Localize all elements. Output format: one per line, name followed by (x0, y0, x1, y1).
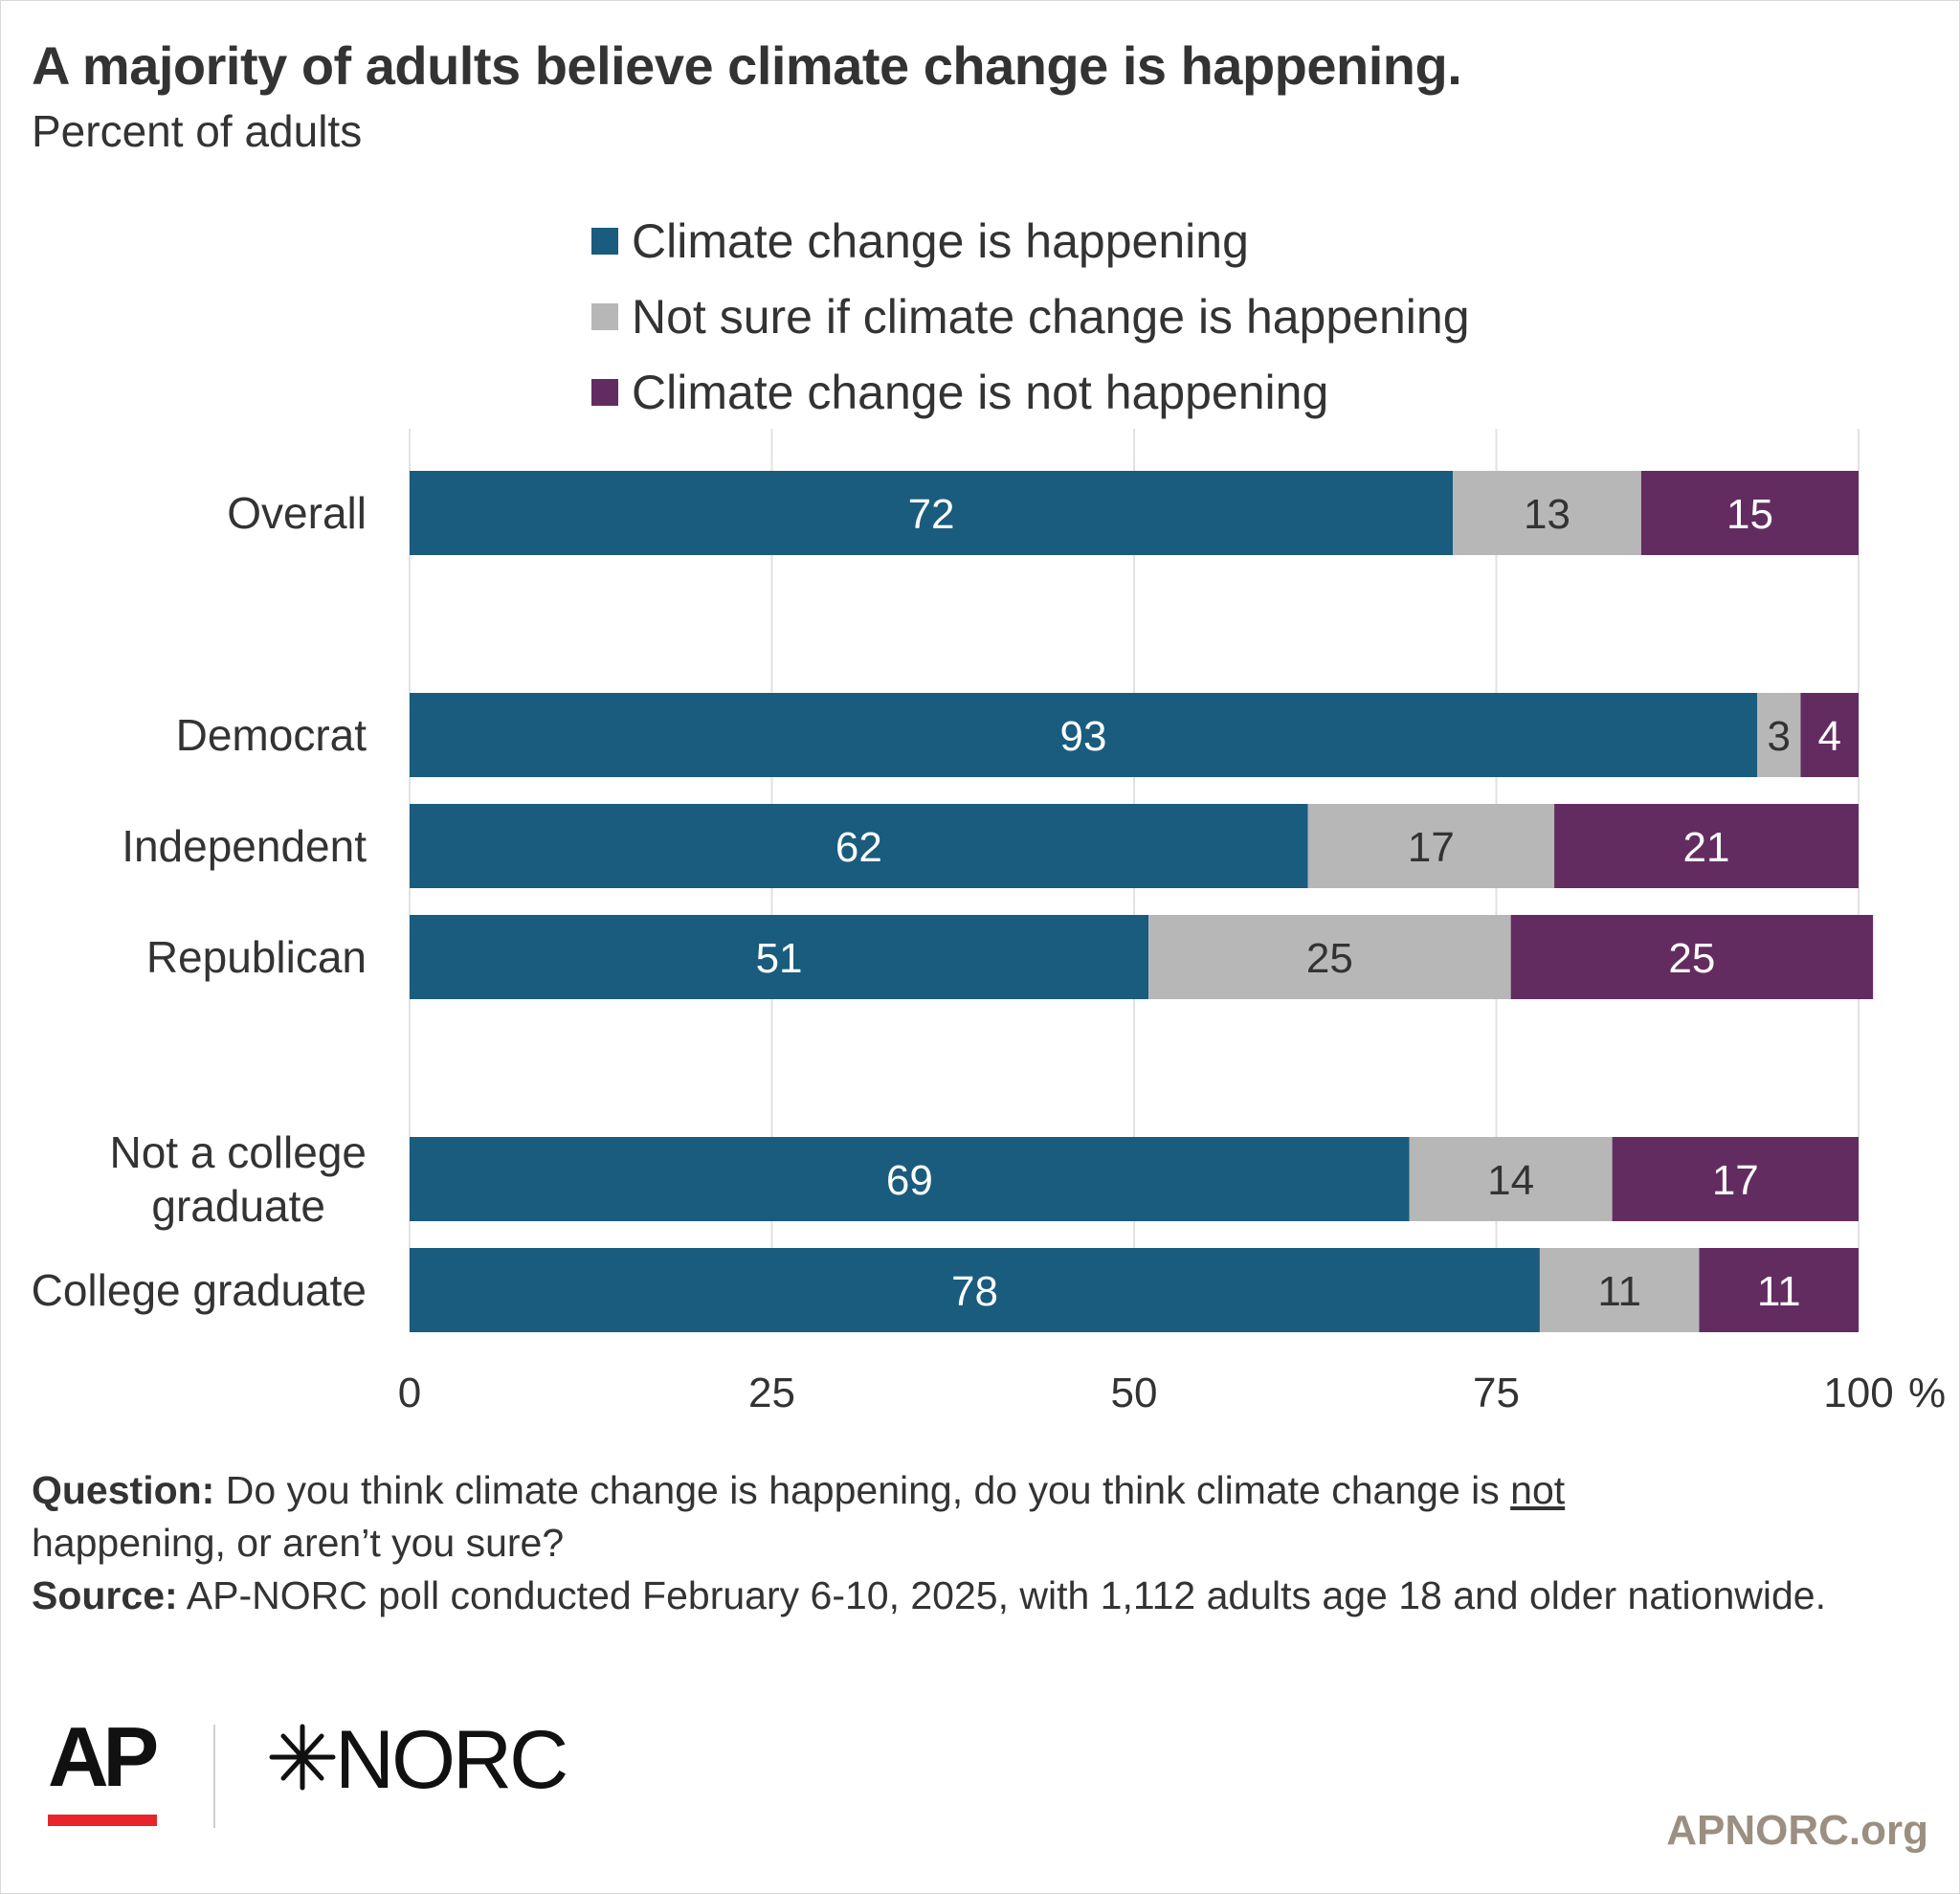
bar-overall-climate-change-is-happening (410, 471, 1454, 555)
x-tick-label-0: 0 (398, 1370, 421, 1416)
question-text-cont: happening, or aren’t you sure? (32, 1521, 565, 1565)
bar-democrat-climate-change-is-happening (410, 693, 1758, 777)
legend-item-happening: Climate change is happening (591, 203, 1470, 279)
x-tick-label-75: 75 (1473, 1370, 1520, 1416)
legend-item-not-happening: Climate change is not happening (591, 354, 1470, 430)
question-note: Question: Do you think climate change is… (32, 1464, 1850, 1570)
legend-label-not-sure: Not sure if climate change is happening (632, 289, 1470, 344)
category-label-college-graduate: College graduate (32, 1265, 367, 1315)
data-label-not-a-college-graduate-climate-change-is-happening: 69 (886, 1157, 933, 1204)
x-tick-label-25: 25 (748, 1370, 795, 1416)
category-label-not-a-college-graduate: Not a college graduate (110, 1127, 368, 1231)
bar-independent-not-sure-if-climate-change-is-happening (1307, 804, 1555, 888)
bar-college-graduate-climate-change-is-not-happening (1699, 1248, 1859, 1332)
data-label-democrat-climate-change-is-not-happening: 4 (1817, 713, 1840, 760)
data-label-republican-climate-change-is-not-happening: 25 (1668, 935, 1715, 982)
chart-subtitle: Percent of adults (32, 106, 363, 156)
chart-title: A majority of adults believe climate cha… (32, 35, 1462, 96)
data-label-independent-climate-change-is-not-happening: 21 (1683, 824, 1730, 871)
legend-label-happening: Climate change is happening (632, 213, 1249, 268)
legend-swatch-not-sure (591, 302, 618, 330)
bar-overall-not-sure-if-climate-change-is-happening (1453, 471, 1641, 555)
data-label-independent-climate-change-is-happening: 62 (835, 824, 882, 871)
question-underlined: not (1510, 1468, 1566, 1512)
source-note: Source: AP-NORC poll conducted February … (32, 1570, 1850, 1622)
bar-not-a-college-graduate-climate-change-is-happening (410, 1137, 1410, 1221)
bar-not-a-college-graduate-climate-change-is-not-happening (1612, 1137, 1859, 1221)
x-tick-label-50: 50 (1111, 1370, 1158, 1416)
footnote: Question: Do you think climate change is… (32, 1464, 1850, 1622)
data-label-republican-not-sure-if-climate-change-is-happening: 25 (1306, 935, 1353, 982)
question-label: Question: (32, 1468, 215, 1512)
bar-overall-climate-change-is-not-happening (1640, 471, 1859, 555)
legend-swatch-not-happening (591, 378, 618, 406)
question-text: Do you think climate change is happening… (225, 1468, 1500, 1512)
bar-independent-climate-change-is-not-happening (1554, 804, 1859, 888)
bar-independent-climate-change-is-happening (410, 804, 1308, 888)
legend-item-not-sure: Not sure if climate change is happening (591, 279, 1470, 354)
data-label-independent-not-sure-if-climate-change-is-happening: 17 (1408, 824, 1455, 871)
site-url: APNORC.org (1666, 1807, 1928, 1854)
data-label-overall-climate-change-is-happening: 72 (908, 491, 955, 538)
x-axis-unit: % (1908, 1370, 1946, 1416)
legend-label-not-happening: Climate change is not happening (632, 365, 1329, 419)
category-label-republican: Republican (146, 932, 367, 982)
bar-not-a-college-graduate-not-sure-if-climate-change-is-happening (1409, 1137, 1613, 1221)
ap-logo-text: AP (48, 1715, 157, 1804)
data-label-overall-climate-change-is-not-happening: 15 (1726, 491, 1773, 538)
bar-democrat-not-sure-if-climate-change-is-happening (1757, 693, 1801, 777)
source-text: AP-NORC poll conducted February 6-10, 20… (186, 1573, 1826, 1617)
legend-swatch-happening (591, 227, 618, 255)
category-label-overall: Overall (227, 488, 367, 538)
bar-republican-not-sure-if-climate-change-is-happening (1148, 915, 1511, 999)
data-label-college-graduate-climate-change-is-happening: 78 (951, 1268, 998, 1315)
bar-college-graduate-climate-change-is-happening (410, 1248, 1540, 1332)
norc-logo: NORC (269, 1715, 568, 1806)
legend: Climate change is happening Not sure if … (591, 203, 1470, 430)
data-label-democrat-climate-change-is-happening: 93 (1060, 713, 1107, 760)
logo-divider (213, 1725, 215, 1828)
category-label-democrat: Democrat (176, 710, 368, 760)
ap-logo-accent (48, 1815, 157, 1826)
bar-republican-climate-change-is-not-happening (1510, 915, 1874, 999)
data-label-republican-climate-change-is-happening: 51 (756, 935, 803, 982)
data-label-not-a-college-graduate-climate-change-is-not-happening: 17 (1712, 1157, 1759, 1204)
category-label-independent: Independent (122, 821, 367, 871)
data-label-college-graduate-not-sure-if-climate-change-is-happening: 11 (1597, 1268, 1641, 1315)
norc-logo-text: NORC (335, 1715, 566, 1806)
data-label-college-graduate-climate-change-is-not-happening: 11 (1757, 1268, 1801, 1315)
ap-logo: AP (48, 1715, 163, 1826)
stacked-bar-chart: Overall 72 13 15 Democrat 93 3 4 Independent 62 17… (32, 429, 1946, 1416)
data-label-democrat-not-sure-if-climate-change-is-happening: 3 (1767, 713, 1790, 760)
bar-college-graduate-not-sure-if-climate-change-is-happening (1539, 1248, 1700, 1332)
data-label-overall-not-sure-if-climate-change-is-happening: 13 (1524, 491, 1570, 538)
x-tick-label-100: 100 (1823, 1370, 1893, 1416)
bar-democrat-climate-change-is-not-happening (1800, 693, 1859, 777)
bar-republican-climate-change-is-happening (410, 915, 1149, 999)
source-label: Source: (32, 1573, 178, 1617)
norc-star-icon (269, 1724, 336, 1791)
data-label-not-a-college-graduate-not-sure-if-climate-change-is-happening: 14 (1487, 1157, 1534, 1204)
